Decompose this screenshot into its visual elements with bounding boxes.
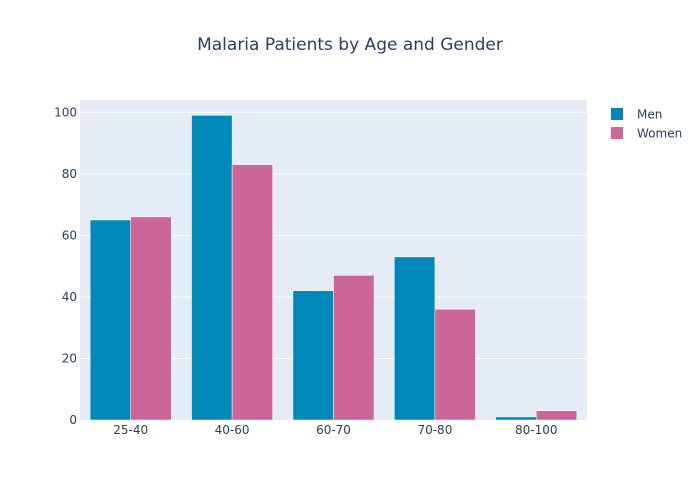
bar-men-60-70[interactable] xyxy=(292,290,334,421)
y-tick-label: 100 xyxy=(54,105,77,119)
y-tick-label: 40 xyxy=(62,290,77,304)
x-axis-ticks: 25-40 40-60 60-70 70-80 80-100 xyxy=(113,423,557,437)
bar-women-60-70[interactable] xyxy=(333,275,375,421)
y-axis-ticks: 0 20 40 60 80 100 xyxy=(54,105,77,427)
legend-label-men[interactable]: Men xyxy=(637,108,662,122)
y-tick-label: 0 xyxy=(69,413,77,427)
bar-women-40-60[interactable] xyxy=(231,164,273,421)
bars xyxy=(89,115,578,421)
legend-label-women[interactable]: Women xyxy=(637,127,682,141)
bar-women-70-80[interactable] xyxy=(434,308,476,421)
x-tick-label: 70-80 xyxy=(417,423,452,437)
x-tick-label: 80-100 xyxy=(515,423,558,437)
bar-men-25-40[interactable] xyxy=(89,219,131,421)
x-tick-label: 40-60 xyxy=(215,423,250,437)
chart-title: Malaria Patients by Age and Gender xyxy=(197,35,503,55)
bar-men-80-100[interactable] xyxy=(495,416,537,421)
y-tick-label: 80 xyxy=(62,167,77,181)
x-tick-label: 60-70 xyxy=(316,423,351,437)
legend: Men Women xyxy=(611,108,682,141)
x-tick-label: 25-40 xyxy=(113,423,148,437)
bar-men-70-80[interactable] xyxy=(394,256,436,421)
bar-women-80-100[interactable] xyxy=(536,410,578,421)
bar-women-25-40[interactable] xyxy=(130,216,172,421)
bar-men-40-60[interactable] xyxy=(191,115,233,421)
legend-swatch-women[interactable] xyxy=(611,127,623,139)
legend-swatch-men[interactable] xyxy=(611,108,623,120)
y-tick-label: 60 xyxy=(62,228,77,242)
y-tick-label: 20 xyxy=(62,351,77,365)
